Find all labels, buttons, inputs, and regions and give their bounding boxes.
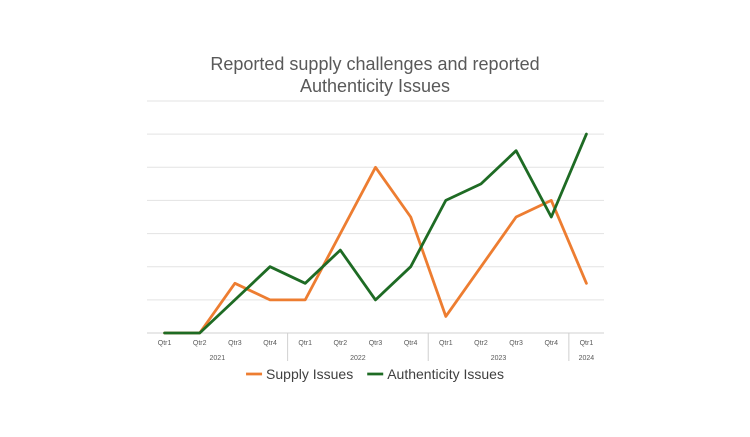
x-tick-label-quarter: Qtr3 bbox=[509, 340, 523, 347]
x-tick-label-year: 2023 bbox=[491, 355, 507, 362]
gridlines bbox=[147, 100, 604, 301]
x-tick-label-quarter: Qtr2 bbox=[474, 340, 488, 347]
x-tick-label-year: 2022 bbox=[350, 355, 366, 362]
x-tick-label-quarter: Qtr2 bbox=[334, 340, 348, 347]
x-tick-label-quarter: Qtr2 bbox=[193, 340, 207, 347]
x-tick-label-year: 2024 bbox=[579, 355, 595, 362]
series-line-0 bbox=[163, 165, 588, 335]
x-tick-label-year: 2021 bbox=[210, 355, 226, 362]
x-tick-label-quarter: Qtr4 bbox=[404, 340, 418, 347]
x-axis: Qtr1 Qtr2 Qtr3 Qtr4 Qtr1 Qtr2 Qtr3 Qtr4 Qtr1 Qtr2… bbox=[147, 332, 604, 362]
x-tick-label-quarter: Qtr4 bbox=[263, 340, 277, 347]
legend-label: Authenticity Issues bbox=[387, 366, 504, 382]
x-tick-label-quarter: Qtr1 bbox=[298, 340, 312, 347]
x-tick-label-quarter: Qtr1 bbox=[158, 340, 172, 347]
chart-title-line-1: Reported supply challenges and reported bbox=[210, 54, 539, 74]
x-tick-label-quarter: Qtr1 bbox=[439, 340, 453, 347]
legend-label: Supply Issues bbox=[266, 366, 353, 382]
series-lines bbox=[163, 132, 588, 335]
x-tick-label-quarter: Qtr3 bbox=[228, 340, 242, 347]
legend: Supply Issues Authenticity Issues bbox=[246, 366, 504, 382]
x-tick-label-quarter: Qtr4 bbox=[544, 340, 558, 347]
x-tick-label-quarter: Qtr1 bbox=[580, 340, 594, 347]
series-line-1 bbox=[163, 132, 588, 335]
chart-title-line-2: Authenticity Issues bbox=[300, 76, 450, 96]
x-tick-label-quarter: Qtr3 bbox=[369, 340, 383, 347]
